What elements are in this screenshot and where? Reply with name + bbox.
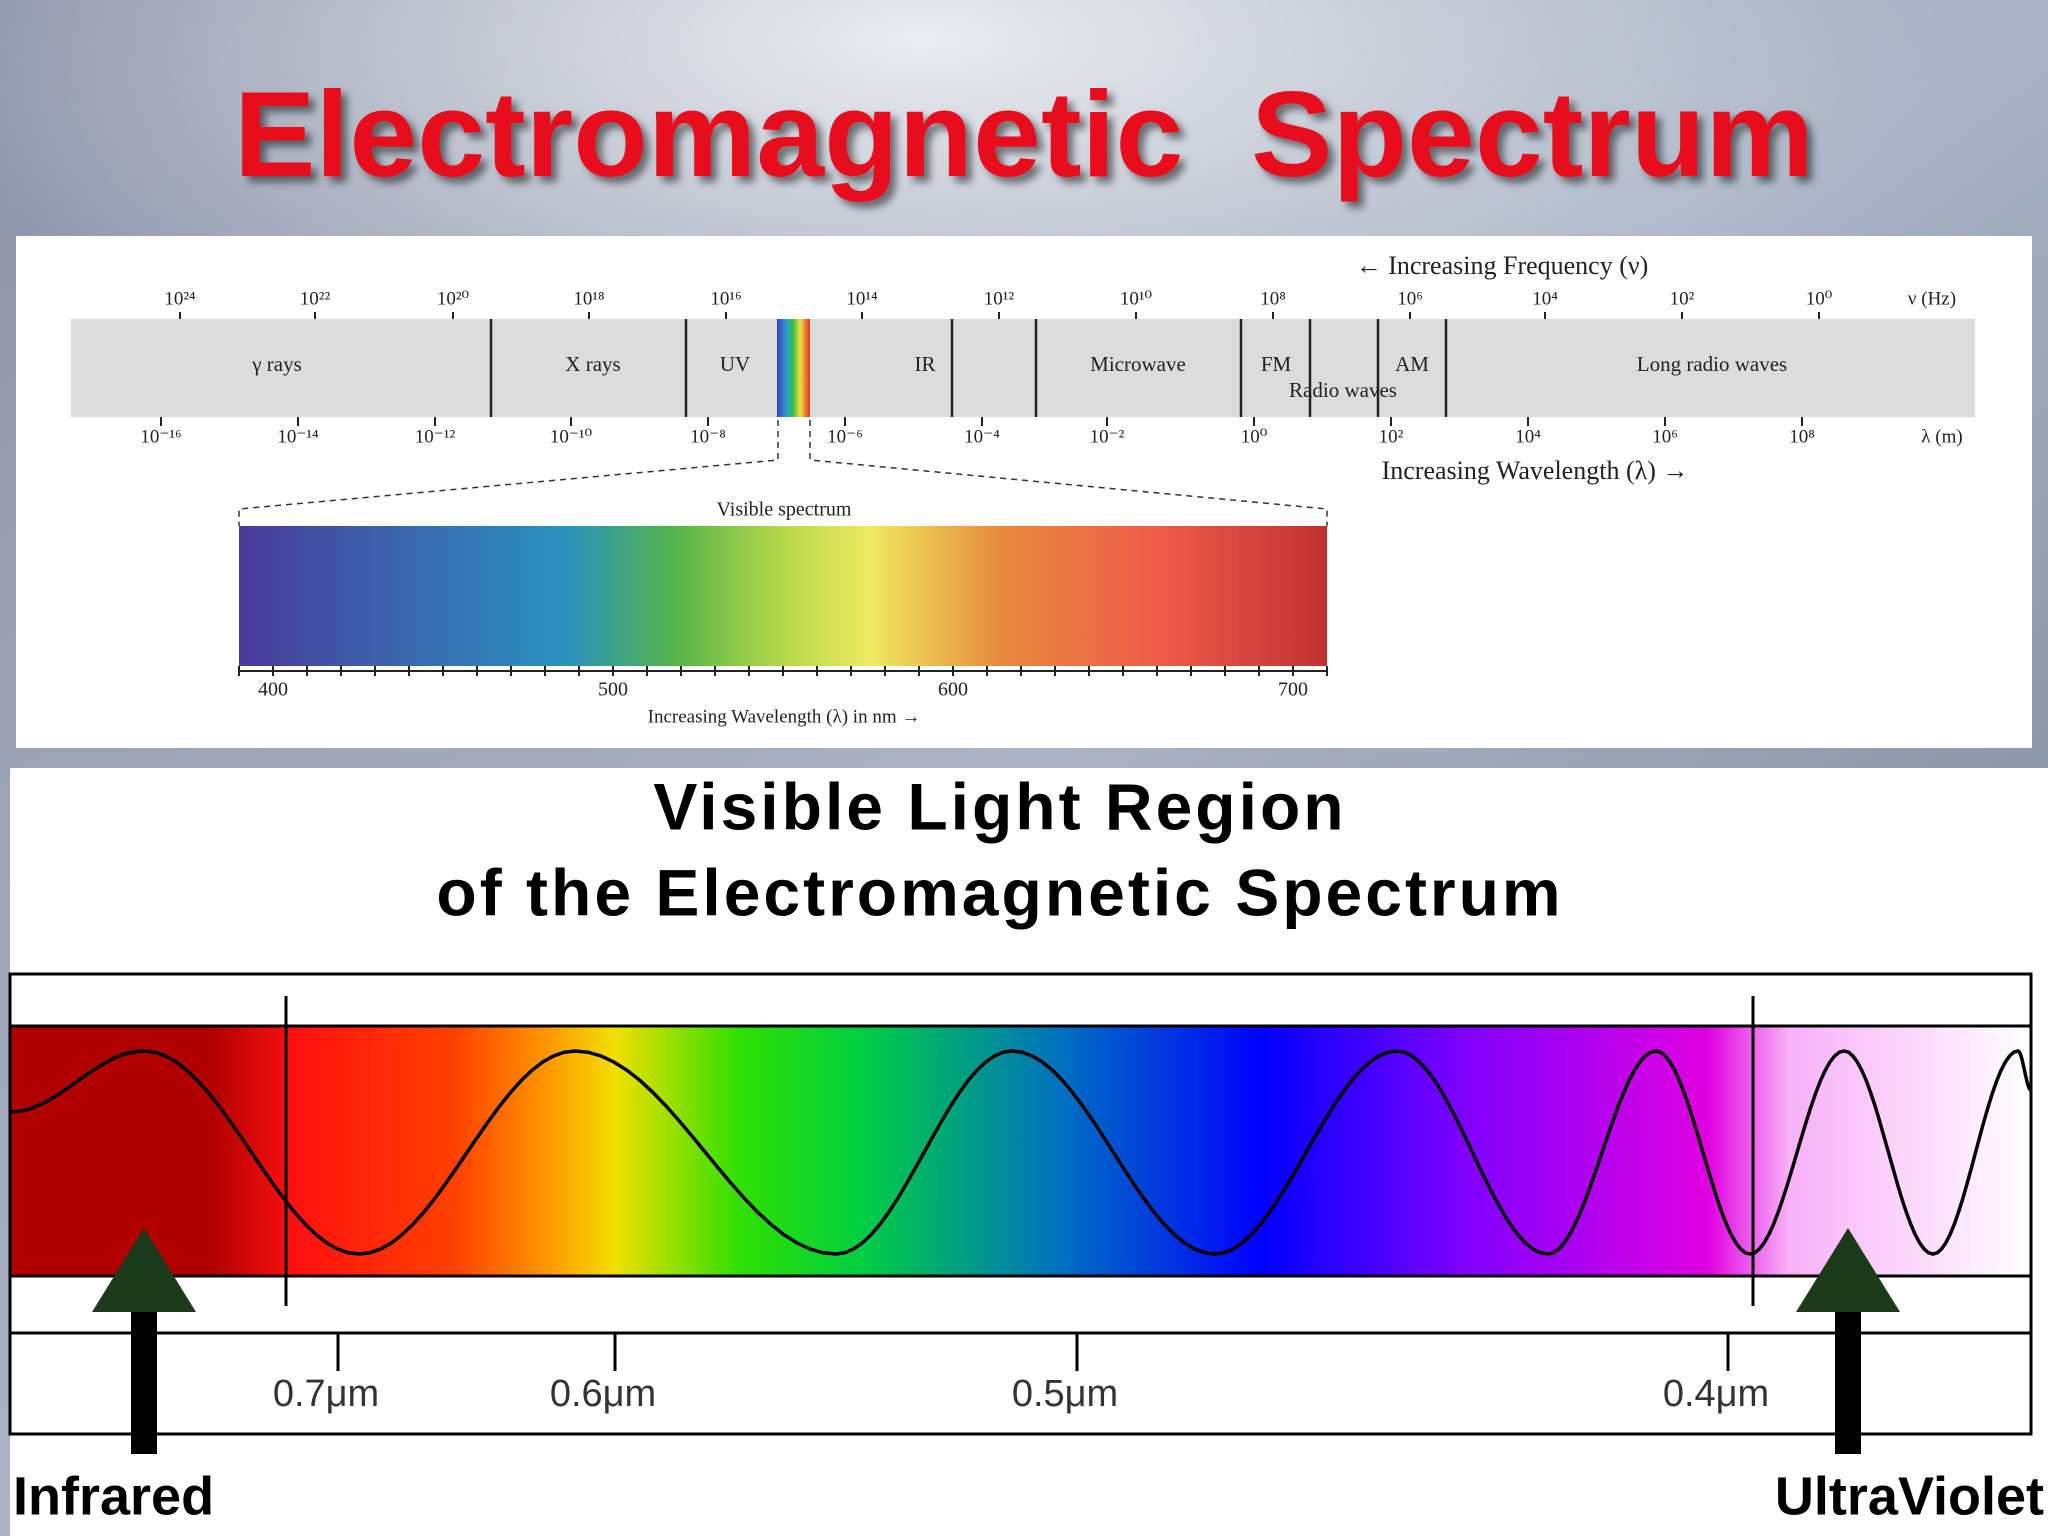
em-diagram: 10²⁴ 10²² 10²⁰ 10¹⁸ 10¹⁶ 10¹⁴ 10¹² 10¹⁰ 10⁸ 10⁶ 10… bbox=[16, 236, 2032, 748]
region-label: Microwave bbox=[1090, 352, 1186, 376]
diagram-title: of the Electromagnetic Spectrum bbox=[436, 855, 1563, 929]
region-label: Long radio waves bbox=[1637, 352, 1787, 376]
region-label: γ rays bbox=[251, 352, 302, 376]
nm-tick-label: 400 bbox=[258, 679, 288, 701]
wavelength-tick-label: 10⁻⁴ bbox=[964, 426, 1000, 447]
frequency-tick-label: 10⁰ bbox=[1806, 288, 1833, 309]
wavelength-tick-label: 10⁰ bbox=[1241, 426, 1268, 447]
infrared-label: Infrared bbox=[13, 1466, 214, 1526]
frequency-tick-label: 10¹² bbox=[984, 288, 1015, 309]
wavelength-tick-label: 10⁻¹⁶ bbox=[140, 426, 181, 447]
wavelength-tick-label: 10⁶ bbox=[1652, 426, 1678, 447]
frequency-tick-label: 10¹⁶ bbox=[710, 288, 741, 309]
arrow-head bbox=[1796, 1228, 1900, 1312]
nm-tick-label: 500 bbox=[598, 679, 628, 701]
wavelength-tick-label: 10⁻² bbox=[1090, 426, 1125, 447]
wavelength-tick-label: 10⁻¹² bbox=[415, 426, 456, 447]
region-label: IR bbox=[915, 352, 936, 376]
frequency-tick-label: 10²⁴ bbox=[164, 288, 196, 309]
frequency-label: ← Increasing Frequency (ν) bbox=[1356, 251, 1649, 280]
frequency-tick-label: 10²² bbox=[300, 288, 331, 309]
infrared-arrow bbox=[92, 1228, 196, 1454]
wavelength-tick-label: 10⁻¹⁴ bbox=[277, 426, 319, 447]
wavelength-tick-label: 10⁸ bbox=[1789, 426, 1815, 447]
frequency-tick-label: 10¹⁸ bbox=[573, 288, 604, 309]
frequency-tick-label: 10⁸ bbox=[1260, 288, 1286, 309]
arrow-shaft bbox=[1835, 1300, 1861, 1454]
frequency-tick-label: 10¹⁰ bbox=[1120, 288, 1153, 309]
arrow-head bbox=[92, 1228, 196, 1312]
frequency-tick-label: 10⁶ bbox=[1397, 288, 1423, 309]
wavelength-tick-label: 10⁴ bbox=[1515, 426, 1541, 447]
slide-title: Electromagnetic Spectrum bbox=[234, 66, 1814, 202]
wave bbox=[9, 1049, 2032, 1256]
color-band bbox=[8, 1024, 2033, 1278]
nm-axis-label: Increasing Wavelength (λ) in nm → bbox=[648, 706, 921, 727]
zoom-lines bbox=[238, 420, 1328, 526]
diagram-title: Visible Light Region bbox=[653, 769, 1346, 843]
nm-tick-label: 700 bbox=[1278, 679, 1308, 701]
nm-tick-label: 600 bbox=[938, 679, 968, 701]
region-label: UV bbox=[720, 352, 750, 376]
wavelength-tick-label: 10⁻⁶ bbox=[827, 426, 863, 447]
frequency-tick-label: 10² bbox=[1670, 288, 1695, 309]
region-label: X rays bbox=[565, 352, 620, 376]
scale-label: 0.7μm bbox=[273, 1373, 379, 1415]
visible-spectrum-bar bbox=[239, 526, 1327, 666]
frequency-tick-label: 10¹⁴ bbox=[846, 288, 878, 309]
region-label: Radio waves bbox=[1289, 378, 1397, 402]
scale-label: 0.6μm bbox=[550, 1373, 656, 1415]
frequency-tick-label: 10²⁰ bbox=[437, 288, 470, 309]
spectrum-band bbox=[71, 319, 1975, 417]
wavelength-tick-label: 10² bbox=[1379, 426, 1404, 447]
region-label: AM bbox=[1395, 352, 1429, 376]
region-label: FM bbox=[1261, 352, 1292, 376]
wavelength-tick-label: 10⁻¹⁰ bbox=[550, 426, 593, 447]
ultraviolet-label: UltraViolet bbox=[1775, 1466, 2044, 1526]
wavelength-unit: λ (m) bbox=[1921, 426, 1962, 447]
visible-title: Visible spectrum bbox=[717, 499, 852, 521]
visible-strip bbox=[777, 319, 810, 417]
frequency-tick-label: 10⁴ bbox=[1532, 288, 1558, 309]
visible-light-diagram: Infrared UltraViolet Visible Light Regio… bbox=[8, 768, 2048, 1536]
arrow-shaft bbox=[131, 1300, 157, 1454]
scale-label: 0.4μm bbox=[1663, 1373, 1769, 1415]
scale-label: 0.5μm bbox=[1012, 1373, 1118, 1415]
ultraviolet-arrow bbox=[1796, 1228, 1900, 1454]
wavelength-tick-label: 10⁻⁸ bbox=[690, 426, 726, 447]
wavelength-label: Increasing Wavelength (λ) → bbox=[1382, 456, 1689, 485]
frequency-unit: ν (Hz) bbox=[1908, 288, 1956, 309]
